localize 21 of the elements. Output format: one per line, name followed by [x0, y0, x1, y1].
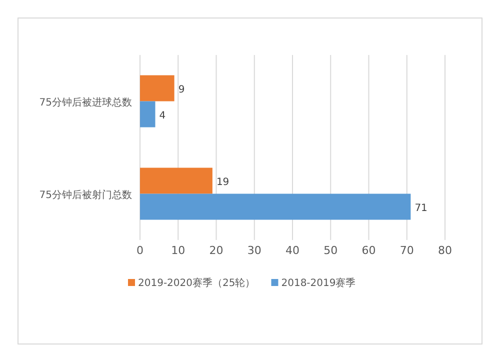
x-tick-label: 70 [400, 244, 414, 257]
data-label: 71 [414, 202, 428, 214]
legend-label: 2018-2019赛季 [281, 277, 356, 289]
x-tick-label: 50 [324, 244, 338, 257]
x-tick-label: 30 [247, 244, 262, 257]
y-tick-label: 75分钟后被射门总数 [39, 188, 132, 201]
y-tick-label: 75分钟后被进球总数 [39, 96, 132, 108]
x-tick-label: 0 [136, 244, 144, 257]
x-tick-label: 10 [171, 244, 186, 257]
data-label: 4 [159, 110, 166, 122]
x-tick-label: 20 [209, 244, 224, 257]
x-tick-label: 80 [438, 244, 452, 257]
x-tick-label: 40 [286, 244, 300, 257]
bar [140, 101, 156, 128]
x-tick-label: 60 [362, 244, 376, 257]
bar [140, 75, 174, 102]
bar [140, 168, 212, 194]
legend-label: 2019-2020赛季（25轮） [138, 277, 256, 289]
data-label: 19 [216, 176, 230, 188]
data-label: 9 [178, 84, 185, 96]
bar [140, 194, 411, 220]
